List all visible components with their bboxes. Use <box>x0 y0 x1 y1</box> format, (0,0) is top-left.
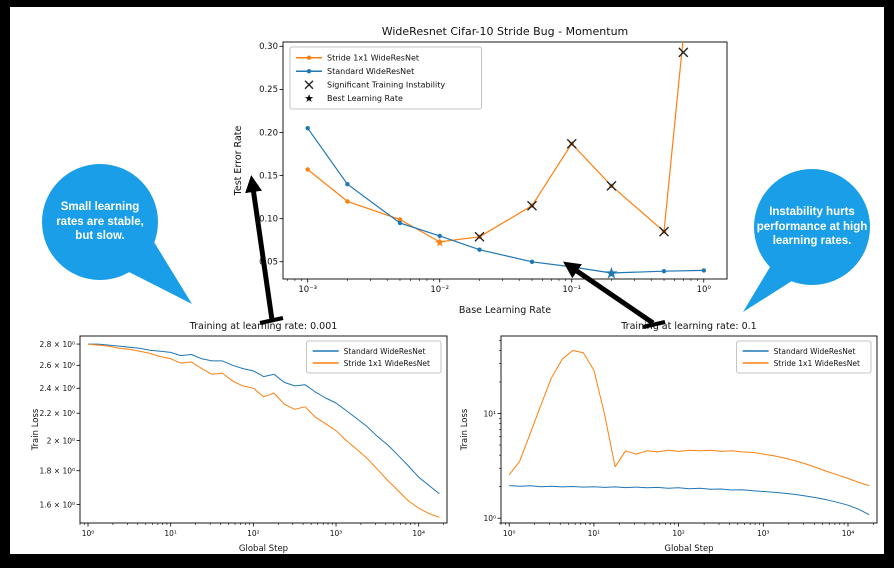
svg-text:10⁰: 10⁰ <box>82 529 95 538</box>
svg-text:10⁴: 10⁴ <box>842 529 855 538</box>
svg-text:★: ★ <box>434 235 445 249</box>
chart-train-loss-lr-01: 10⁰ 10¹ 10² 10³ 10⁴ 10⁰ 10¹ Training at learnin… <box>455 319 887 557</box>
svg-text:0.10: 0.10 <box>259 214 278 224</box>
svg-text:Global Step: Global Step <box>664 544 713 554</box>
chart-svg-br: 10⁰ 10¹ 10² 10³ 10⁴ 10⁰ 10¹ Training at learnin… <box>460 321 878 554</box>
svg-text:10¹: 10¹ <box>588 529 601 538</box>
svg-text:Train Loss: Train Loss <box>31 408 41 451</box>
svg-text:★: ★ <box>304 92 314 105</box>
svg-text:0.25: 0.25 <box>259 85 278 95</box>
svg-text:Stride 1x1 WideResNet: Stride 1x1 WideResNet <box>344 359 430 368</box>
svg-text:10⁰: 10⁰ <box>483 514 496 523</box>
svg-text:Stride 1x1 WideResNet: Stride 1x1 WideResNet <box>774 359 860 368</box>
svg-text:Test Error Rate: Test Error Rate <box>233 126 244 197</box>
chart-lr-sweep: 10⁻³ 10⁻² 10⁻¹ 10⁰ 0.05 0.10 0.15 0.20 0.25 0.30 W… <box>225 17 741 319</box>
callout-bubble-left: Small learning rates are stable, but slo… <box>40 162 240 314</box>
svg-text:0.30: 0.30 <box>259 42 278 52</box>
svg-text:2 × 10⁰: 2 × 10⁰ <box>47 436 75 445</box>
svg-text:Standard WideResNet: Standard WideResNet <box>344 347 426 356</box>
svg-text:Training at learning rate: 0.0: Training at learning rate: 0.001 <box>189 321 338 332</box>
svg-text:10²: 10² <box>672 529 685 538</box>
svg-text:10⁴: 10⁴ <box>412 529 425 538</box>
svg-text:2.8 × 10⁰: 2.8 × 10⁰ <box>39 340 75 349</box>
svg-text:Base Learning Rate: Base Learning Rate <box>459 305 551 316</box>
svg-text:0.05: 0.05 <box>259 258 278 268</box>
svg-text:Train Loss: Train Loss <box>460 408 470 451</box>
svg-text:Global Step: Global Step <box>239 544 288 554</box>
svg-text:10⁰: 10⁰ <box>697 285 712 295</box>
svg-text:★: ★ <box>604 264 618 283</box>
svg-text:Significant Training Instabili: Significant Training Instability <box>327 81 445 90</box>
svg-text:Stride 1x1 WideResNet: Stride 1x1 WideResNet <box>327 54 419 63</box>
svg-text:10¹: 10¹ <box>483 409 496 418</box>
svg-text:2.2 × 10⁰: 2.2 × 10⁰ <box>39 409 75 418</box>
speech-bubble-shape-right <box>743 169 870 312</box>
svg-text:10⁰: 10⁰ <box>503 529 516 538</box>
callout-text-left: Small learning rates are stable, but slo… <box>56 200 144 243</box>
svg-text:10⁻²: 10⁻² <box>430 285 449 295</box>
svg-text:0.15: 0.15 <box>259 171 278 181</box>
figure-canvas: 10⁻³ 10⁻² 10⁻¹ 10⁰ 0.05 0.10 0.15 0.20 0.25 0.30 W… <box>10 7 884 554</box>
callout-bubble-right: Instability hurts performance at high le… <box>730 162 894 324</box>
callout-text-right: Instability hurts performance at high le… <box>756 205 868 248</box>
svg-text:1.6 × 10⁰: 1.6 × 10⁰ <box>39 500 75 509</box>
svg-text:WideResnet Cifar-10 Stride Bug: WideResnet Cifar-10 Stride Bug - Momentu… <box>382 25 629 38</box>
svg-text:Standard WideResNet: Standard WideResNet <box>327 67 414 76</box>
svg-text:10³: 10³ <box>330 529 343 538</box>
chart-train-loss-lr-0001: 10⁰ 10¹ 10² 10³ 10⁴ 1.6 × 10⁰ 1.8 × 10⁰ 2 × 10⁰… <box>30 319 455 557</box>
svg-text:10¹: 10¹ <box>164 529 177 538</box>
svg-text:2.4 × 10⁰: 2.4 × 10⁰ <box>39 384 75 393</box>
svg-text:10²: 10² <box>247 529 260 538</box>
chart-svg-top: 10⁻³ 10⁻² 10⁻¹ 10⁰ 0.05 0.10 0.15 0.20 0.25 0.30 W… <box>233 25 728 316</box>
svg-text:1.8 × 10⁰: 1.8 × 10⁰ <box>39 467 75 476</box>
svg-text:10⁻³: 10⁻³ <box>298 285 317 295</box>
svg-text:Standard WideResNet: Standard WideResNet <box>774 347 856 356</box>
svg-text:Training at learning rate: 0.1: Training at learning rate: 0.1 <box>620 321 756 332</box>
svg-text:0.20: 0.20 <box>259 128 278 138</box>
svg-text:10⁻¹: 10⁻¹ <box>562 285 581 295</box>
svg-text:10³: 10³ <box>757 529 770 538</box>
speech-bubble-shape-left <box>42 164 192 304</box>
chart-svg-bl: 10⁰ 10¹ 10² 10³ 10⁴ 1.6 × 10⁰ 1.8 × 10⁰ 2 × 10⁰… <box>31 321 448 554</box>
svg-text:Best Learning Rate: Best Learning Rate <box>327 94 403 103</box>
svg-text:2.6 × 10⁰: 2.6 × 10⁰ <box>39 361 75 370</box>
